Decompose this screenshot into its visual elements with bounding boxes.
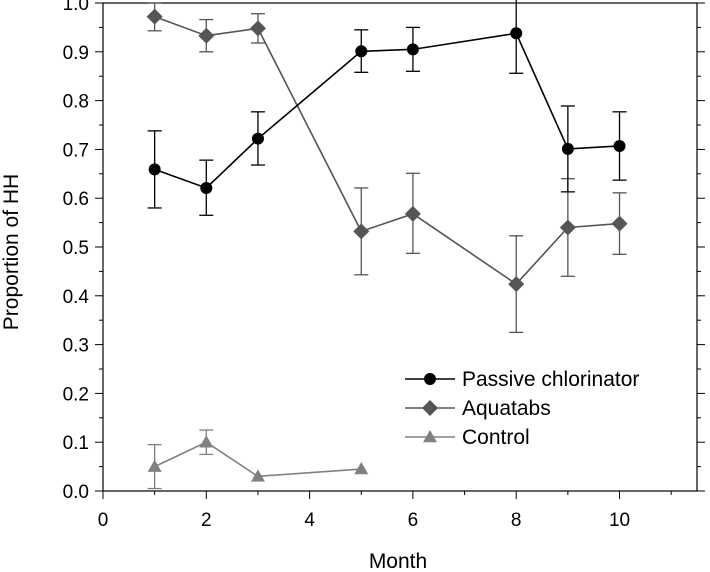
y-tick-label: 0.5 [63, 238, 89, 259]
y-tick-label: 0.3 [63, 336, 89, 357]
data-point [146, 8, 163, 25]
plot-frame [102, 2, 698, 492]
series-line [154, 15, 620, 286]
data-point [354, 462, 369, 475]
legend-item: Passive chlorinator [405, 368, 639, 391]
x-axis-title: Month [369, 550, 427, 572]
y-tick-label: 0.9 [63, 43, 89, 64]
legend-label: Control [462, 426, 530, 449]
data-point [200, 181, 213, 194]
legend-marker [422, 400, 438, 416]
data-point [198, 27, 215, 44]
x-tick-label: 4 [304, 510, 315, 531]
x-tick-label: 6 [408, 510, 419, 531]
data-point [355, 45, 368, 58]
y-tick-label: 0.2 [63, 384, 89, 405]
data-point [147, 459, 162, 472]
series-line [154, 441, 362, 478]
data-point [613, 139, 626, 152]
legend-marker [424, 373, 436, 385]
data-point [508, 276, 525, 293]
series-area [146, 0, 628, 490]
legend-item: Control [405, 426, 530, 449]
series-control [147, 429, 369, 490]
series-passive-chlorinator [147, 0, 627, 216]
legend-item: Aquatabs [405, 397, 551, 420]
data-point [561, 142, 574, 155]
y-tick-label: 0.4 [63, 287, 90, 308]
data-point [249, 20, 266, 37]
data-point [250, 469, 265, 482]
y-tick-label: 0.0 [63, 482, 89, 503]
data-point [148, 163, 161, 176]
series-line [154, 32, 620, 189]
legend-label: Aquatabs [462, 397, 551, 420]
data-point [611, 215, 628, 232]
series-aquatabs [146, 2, 628, 334]
y-tick-label: 0.6 [63, 189, 89, 210]
x-tick-label: 2 [201, 510, 212, 531]
data-point [251, 132, 264, 145]
axis-ticks: 0 2 4 6 8 10 0.0 0.1 0.2 0.3 0.4 0.5 0.6 0.7 0.8 0.9 1.0 [63, 0, 705, 531]
x-tick-label: 0 [98, 510, 109, 531]
y-tick-label: 0.7 [63, 140, 89, 161]
y-tick-label: 0.8 [63, 92, 89, 113]
data-point [510, 27, 523, 40]
data-point [199, 435, 214, 448]
data-point [406, 43, 419, 56]
legend-label: Passive chlorinator [462, 368, 639, 391]
y-tick-label: 0.1 [63, 433, 89, 454]
legend-marker [423, 430, 437, 443]
data-point [353, 223, 370, 240]
plot-border [102, 2, 698, 492]
data-point [559, 219, 576, 236]
data-point [404, 205, 421, 222]
y-axis-title: Proportion of HH [0, 174, 23, 330]
x-tick-label: 10 [609, 510, 630, 531]
legend: Passive chlorinator Aquatabs Control [405, 368, 639, 449]
y-tick-label: 1.0 [63, 0, 89, 15]
x-tick-label: 8 [511, 510, 522, 531]
